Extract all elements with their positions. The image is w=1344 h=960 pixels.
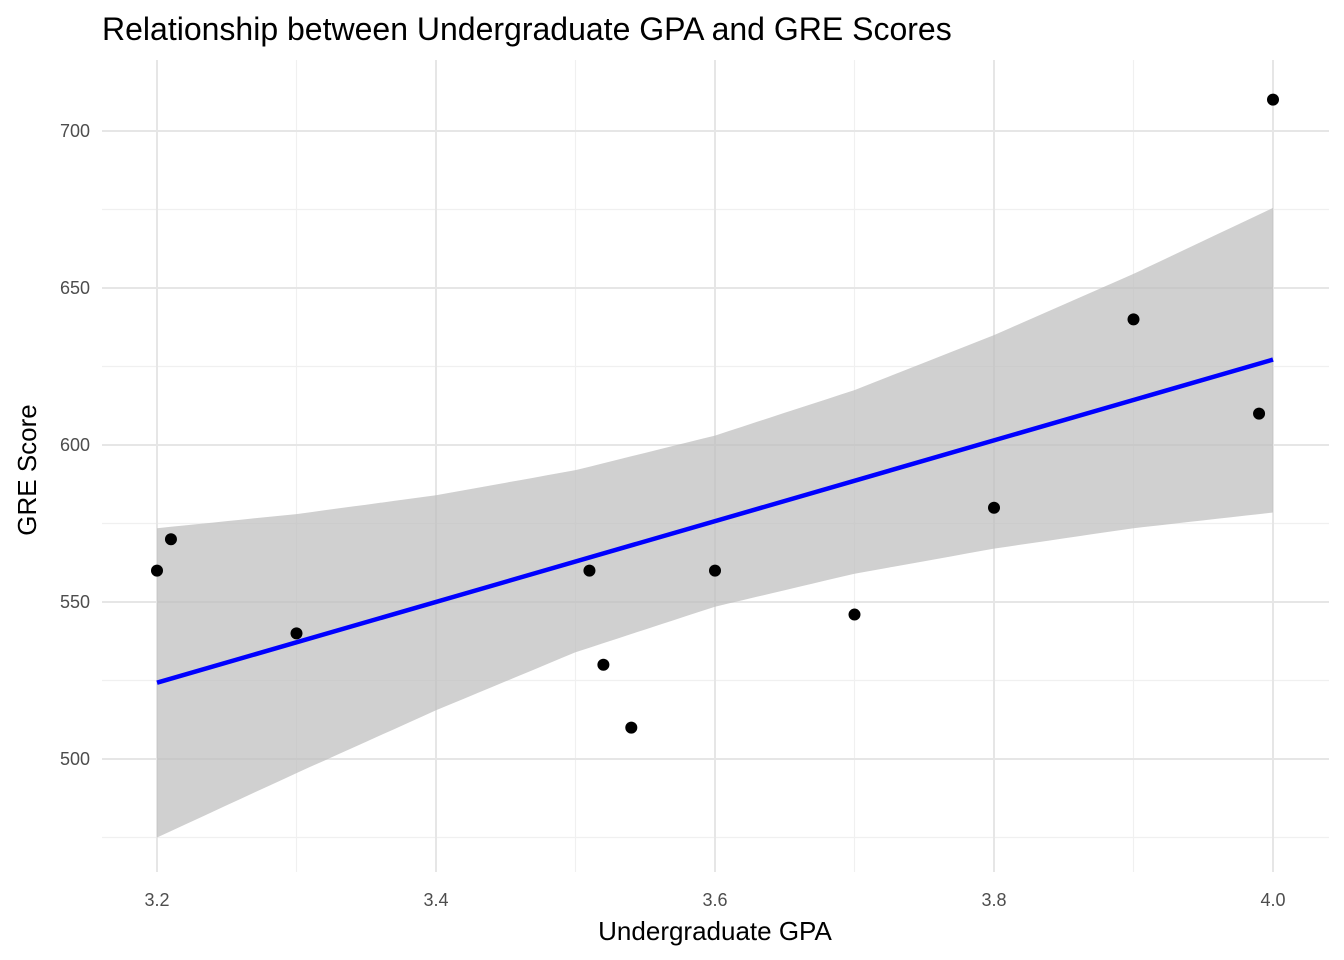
y-tick-labels: 500 550 600 650 700 [60,121,90,769]
x-tick-label: 3.6 [702,890,727,910]
data-point [848,608,861,621]
data-point [597,658,610,671]
data-point [625,721,638,734]
y-tick-label: 500 [60,749,90,769]
x-tick-label: 3.2 [144,890,169,910]
y-tick-label: 550 [60,592,90,612]
data-point [164,533,177,546]
data-point [1127,313,1140,326]
x-tick-label: 4.0 [1260,890,1285,910]
chart-title: Relationship between Undergraduate GPA a… [102,11,952,47]
regression-line [156,357,1274,685]
data-point [709,564,721,577]
data-point [1267,93,1279,106]
data-point [583,564,596,577]
data-point [290,627,303,640]
x-axis-title: Undergraduate GPA [598,916,832,946]
regression-line-group [156,357,1274,685]
data-point [1253,407,1266,420]
x-tick-label: 3.8 [981,890,1006,910]
x-tick-labels: 3.2 3.4 3.6 3.8 4.0 [144,890,1285,910]
y-axis-title: GRE Score [12,404,42,536]
data-point [151,564,163,577]
y-tick-label: 600 [60,435,90,455]
y-tick-label: 700 [60,121,90,141]
y-tick-label: 650 [60,278,90,298]
data-points [151,93,1279,734]
x-tick-label: 3.4 [423,890,448,910]
data-point [988,501,1000,514]
